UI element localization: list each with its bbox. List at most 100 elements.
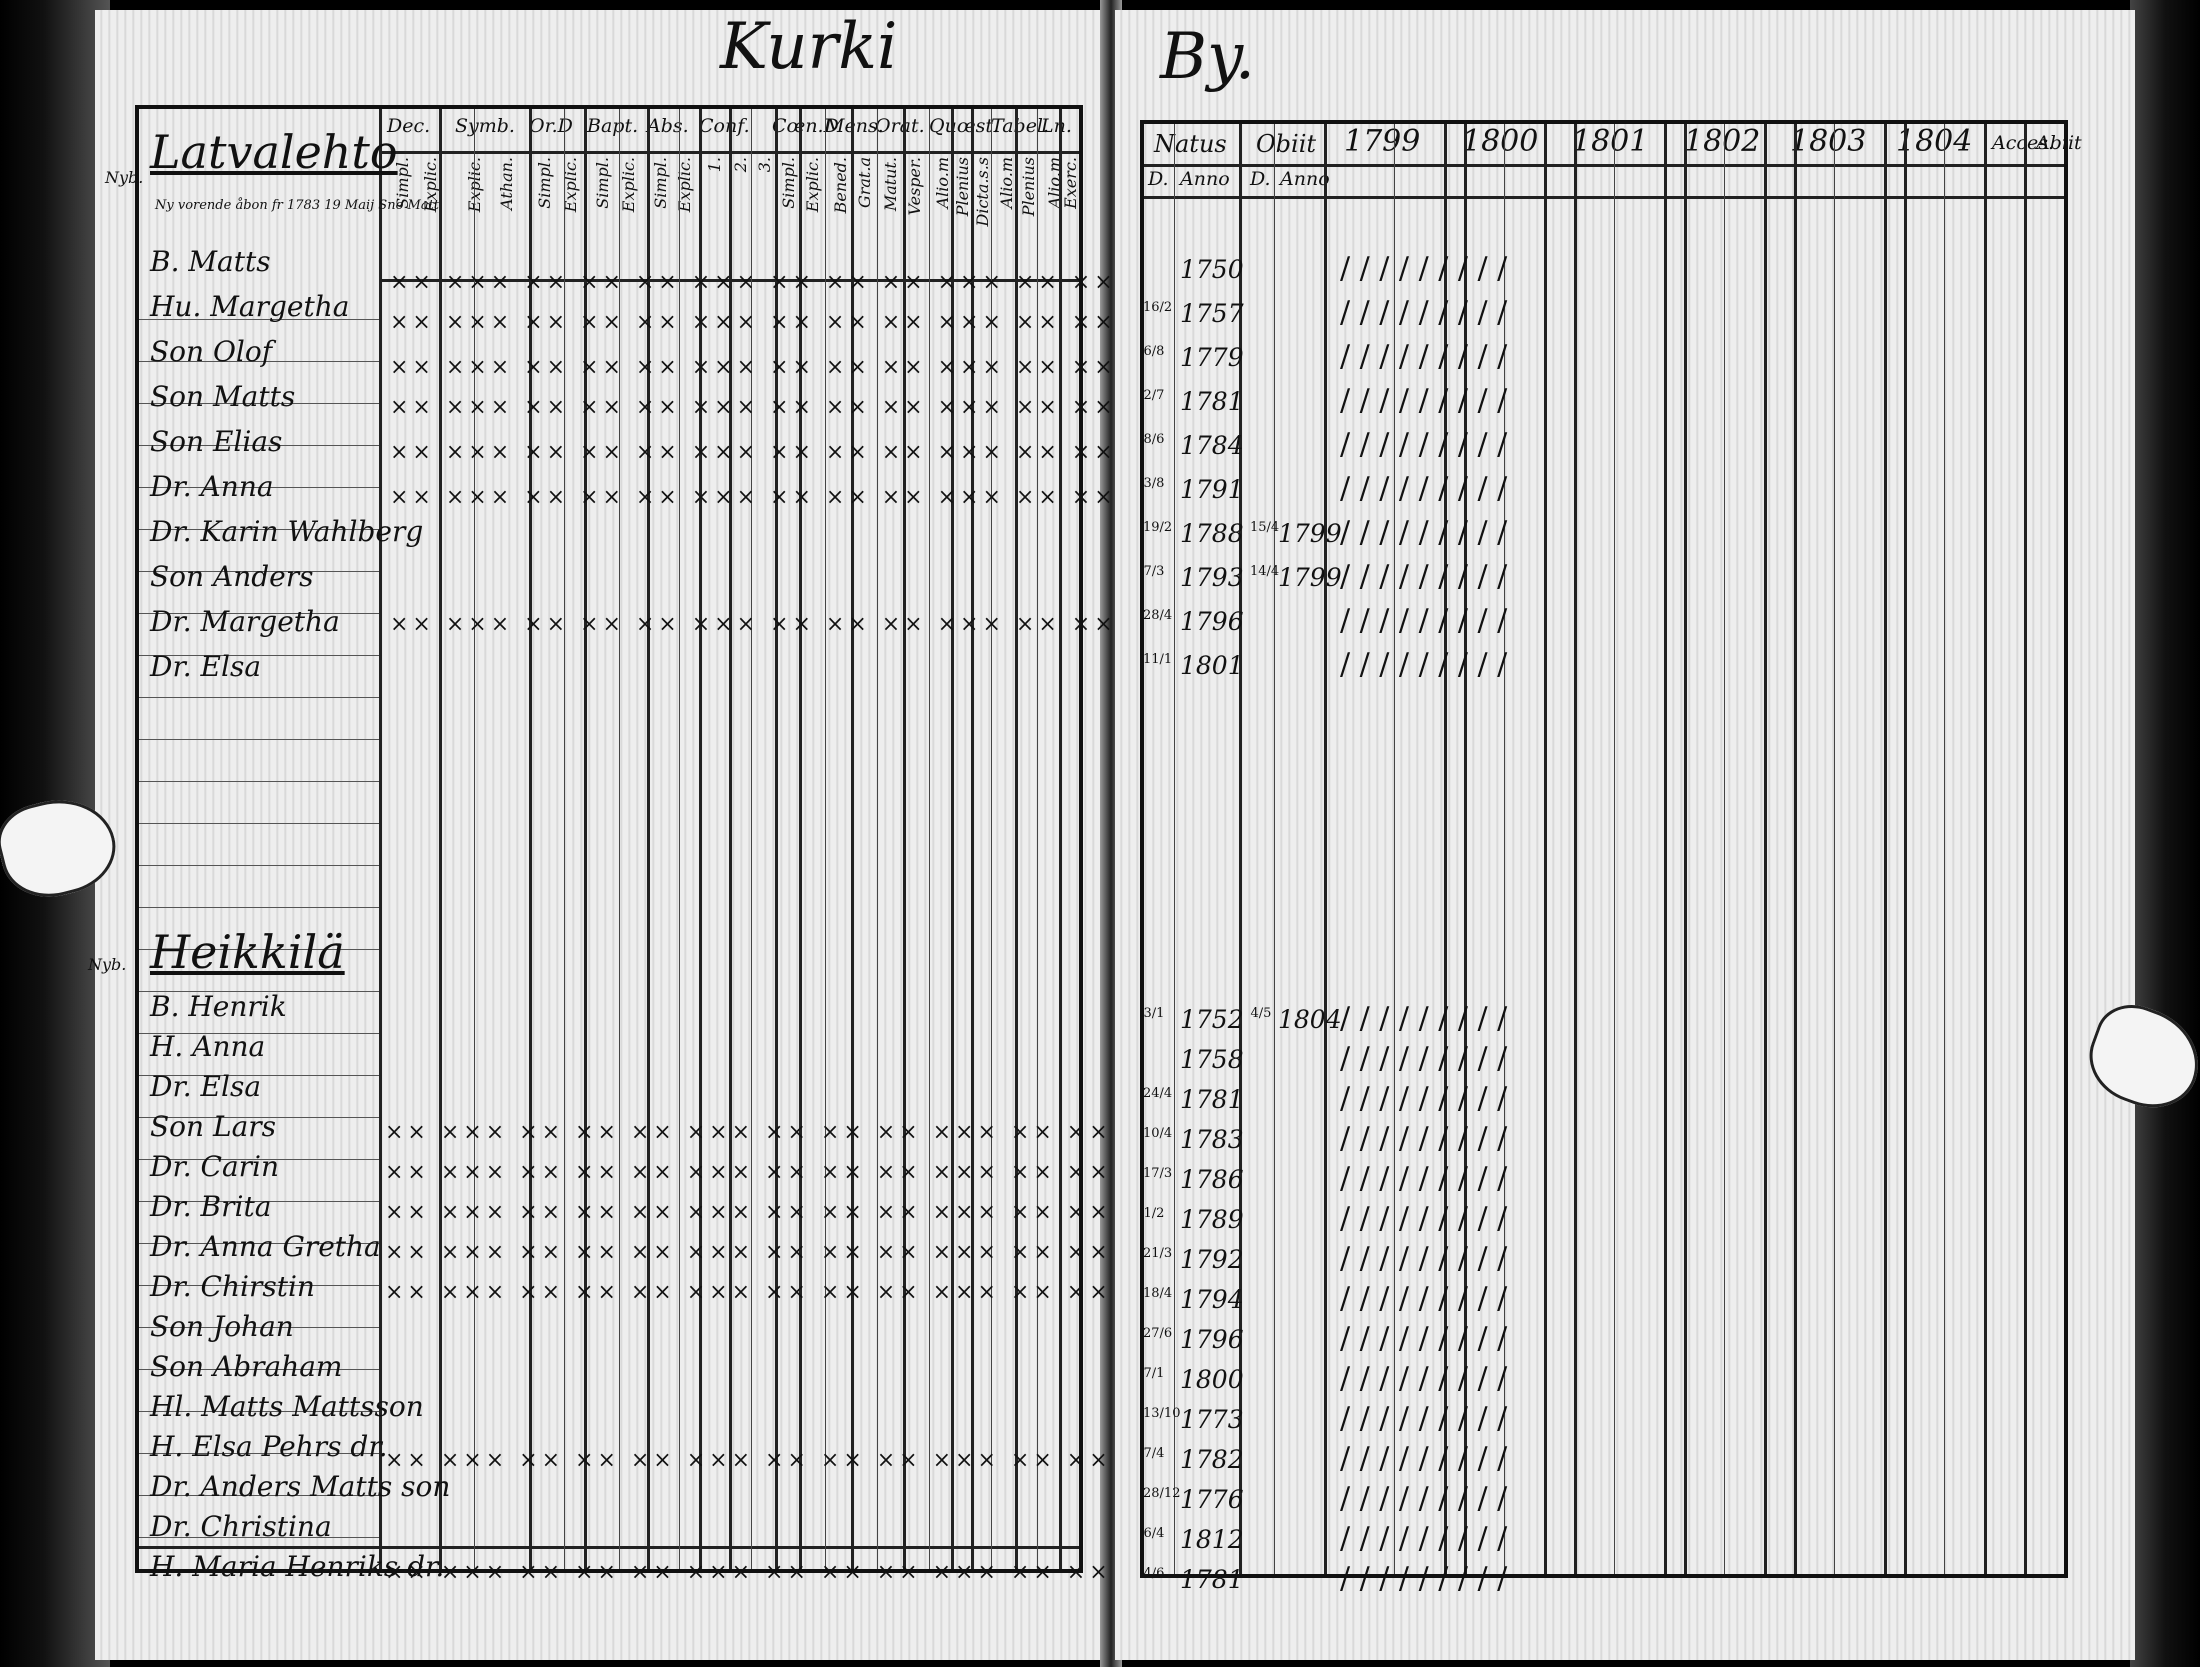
sub-mens-bened: Bened. <box>831 157 850 214</box>
right-column-rule <box>2024 124 2027 1574</box>
presence-marks: / / / / / / / / / <box>1340 383 1508 418</box>
bottom-birth-day-10: 13/10 <box>1143 1406 1181 1421</box>
household-1-member-6: Dr. Karin Wahlberg <box>150 515 424 548</box>
obiit-year-header: Anno <box>1280 168 1330 190</box>
presence-marks: / / / / / / / / / <box>1340 339 1508 374</box>
bottom-birth-day-11: 7/4 <box>1143 1446 1165 1461</box>
sub-mens-grat: Grat.a <box>855 157 874 209</box>
year-1800-header: 1800 <box>1462 124 1539 159</box>
col-coen-header: Cœn.D <box>772 115 839 137</box>
right-page <box>1115 10 2135 1660</box>
household-1-member-0: B. Matts <box>150 245 271 278</box>
left-row-rule <box>139 1495 379 1496</box>
bottom-birth-year-10: 1773 <box>1180 1405 1244 1434</box>
natus-header: Natus <box>1154 130 1227 158</box>
left-row-rule <box>139 1327 379 1328</box>
household-2-member-0: B. Henrik <box>150 990 287 1023</box>
top-birth-day-6: 19/2 <box>1143 520 1173 535</box>
top-birth-year-6: 1788 <box>1180 519 1244 548</box>
household-1-member-2: Son Olof <box>150 335 273 368</box>
names-column-divider <box>379 109 382 1569</box>
left-row-rule <box>139 823 379 824</box>
left-row-rule <box>139 865 379 866</box>
left-register-table: Dec. Symb. Or.D Bapt. Abs. Conf. Cœn.D M… <box>135 105 1083 1573</box>
col-quaest-header: Quœst. <box>929 115 1000 137</box>
top-birth-day-3: 2/7 <box>1143 388 1165 403</box>
top-birth-year-7: 1793 <box>1180 563 1244 592</box>
exam-marks-row: ×× ××× ×× ×× ×× ××× ×× ×× ×× ××× ×× ×× <box>390 355 1117 380</box>
bottom-obit-day-0: 4/5 <box>1250 1006 1272 1021</box>
sub-ln-exerc: Exerc. <box>1061 157 1080 209</box>
exam-marks-row: ×× ××× ×× ×× ×× ××× ×× ×× ×× ××× ×× ×× <box>390 485 1117 510</box>
left-column-rule <box>647 109 650 1569</box>
presence-marks: / / / / / / / / / <box>1340 1361 1508 1396</box>
left-column-rule <box>729 109 732 1569</box>
left-column-rule <box>439 109 442 1569</box>
household-2-member-8: Son Johan <box>150 1310 294 1343</box>
top-birth-year-2: 1779 <box>1180 343 1244 372</box>
year-1803-header: 1803 <box>1790 124 1867 159</box>
book-edge-right <box>2130 0 2200 1667</box>
bottom-birth-year-13: 1812 <box>1180 1525 1244 1554</box>
household-1-note: Ny vorende åbon fr 1783 19 Maij Sno Matt <box>155 198 440 213</box>
exam-marks-row: ×× ××× ×× ×× ×× ××× ×× ×× ×× ××× ×× ×× <box>390 612 1117 637</box>
household-2-member-13: Dr. Christina <box>150 1510 332 1543</box>
bottom-birth-year-3: 1783 <box>1180 1125 1244 1154</box>
right-column-rule <box>1944 124 1945 1574</box>
left-column-rule <box>751 109 752 1569</box>
top-obit-day-6: 15/4 <box>1250 520 1280 535</box>
sub-abs-explic: Explic. <box>675 157 694 213</box>
presence-marks: / / / / / / / / / <box>1340 559 1508 594</box>
household-2-member-2: Dr. Elsa <box>150 1070 262 1103</box>
natus-day-header: D. <box>1148 168 1169 190</box>
right-column-rule <box>1724 124 1725 1574</box>
presence-marks: / / / / / / / / / <box>1340 515 1508 550</box>
bottom-birth-day-14: 4/6 <box>1143 1566 1165 1581</box>
col-conf-header: Conf. <box>699 115 750 137</box>
bottom-birth-year-12: 1776 <box>1180 1485 1244 1514</box>
right-column-rule <box>1794 124 1797 1574</box>
sub-tabel-plenius: Plenius <box>1019 157 1038 217</box>
sub-coen-explic: Explic. <box>803 157 822 213</box>
left-column-rule <box>929 109 930 1569</box>
household-1-member-5: Dr. Anna <box>150 470 274 503</box>
right-column-rule <box>1324 124 1327 1574</box>
household-1-member-3: Son Matts <box>150 380 296 413</box>
right-column-rule <box>1174 124 1175 1574</box>
col-ord-header: Or.D <box>529 115 573 137</box>
household-2-member-14: H. Maria Henriks dr. <box>150 1550 445 1583</box>
left-row-rule <box>139 571 379 572</box>
presence-marks: / / / / / / / / / <box>1340 603 1508 638</box>
presence-marks: / / / / / / / / / <box>1340 1441 1508 1476</box>
bottom-birth-year-4: 1786 <box>1180 1165 1244 1194</box>
left-row-rule <box>139 319 379 320</box>
household-1-member-1: Hu. Margetha <box>150 290 350 323</box>
right-column-rule <box>1614 124 1615 1574</box>
bottom-birth-day-2: 24/4 <box>1143 1086 1173 1101</box>
top-birth-year-5: 1791 <box>1180 475 1244 504</box>
sub-quaest-dicta: Dicta.s.s <box>973 157 992 227</box>
bottom-birth-day-12: 28/12 <box>1143 1486 1181 1501</box>
left-page <box>95 10 1110 1660</box>
col-mens-header: Mens. <box>825 115 884 137</box>
bottom-birth-day-5: 1/2 <box>1143 1206 1165 1221</box>
col-ln-header: Ln. <box>1041 115 1072 137</box>
left-row-rule <box>139 1033 379 1034</box>
left-column-rule <box>1037 109 1038 1569</box>
bottom-birth-day-9: 7/1 <box>1143 1366 1165 1381</box>
presence-marks: / / / / / / / / / <box>1340 1321 1508 1356</box>
household-2-member-6: Dr. Anna Gretha <box>150 1230 381 1263</box>
exam-marks-row: ×× ××× ×× ×× ×× ××× ×× ×× ×× ××× ×× ×× <box>390 395 1117 420</box>
col-bapt-header: Bapt. <box>587 115 639 137</box>
household-1-member-9: Dr. Elsa <box>150 650 262 683</box>
presence-marks: / / / / / / / / / <box>1340 471 1508 506</box>
presence-marks: / / / / / / / / / <box>1340 295 1508 330</box>
top-birth-day-8: 28/4 <box>1143 608 1173 623</box>
year-1801-header: 1801 <box>1572 124 1649 159</box>
presence-marks: / / / / / / / / / <box>1340 1481 1508 1516</box>
bottom-birth-day-13: 6/4 <box>1143 1526 1165 1541</box>
left-row-rule <box>139 529 379 530</box>
right-column-rule <box>1984 124 1987 1574</box>
exam-marks-row: ×× ××× ×× ×× ×× ××× ×× ×× ×× ××× ×× ×× <box>390 440 1117 465</box>
right-subheader-rule <box>1144 196 2064 199</box>
